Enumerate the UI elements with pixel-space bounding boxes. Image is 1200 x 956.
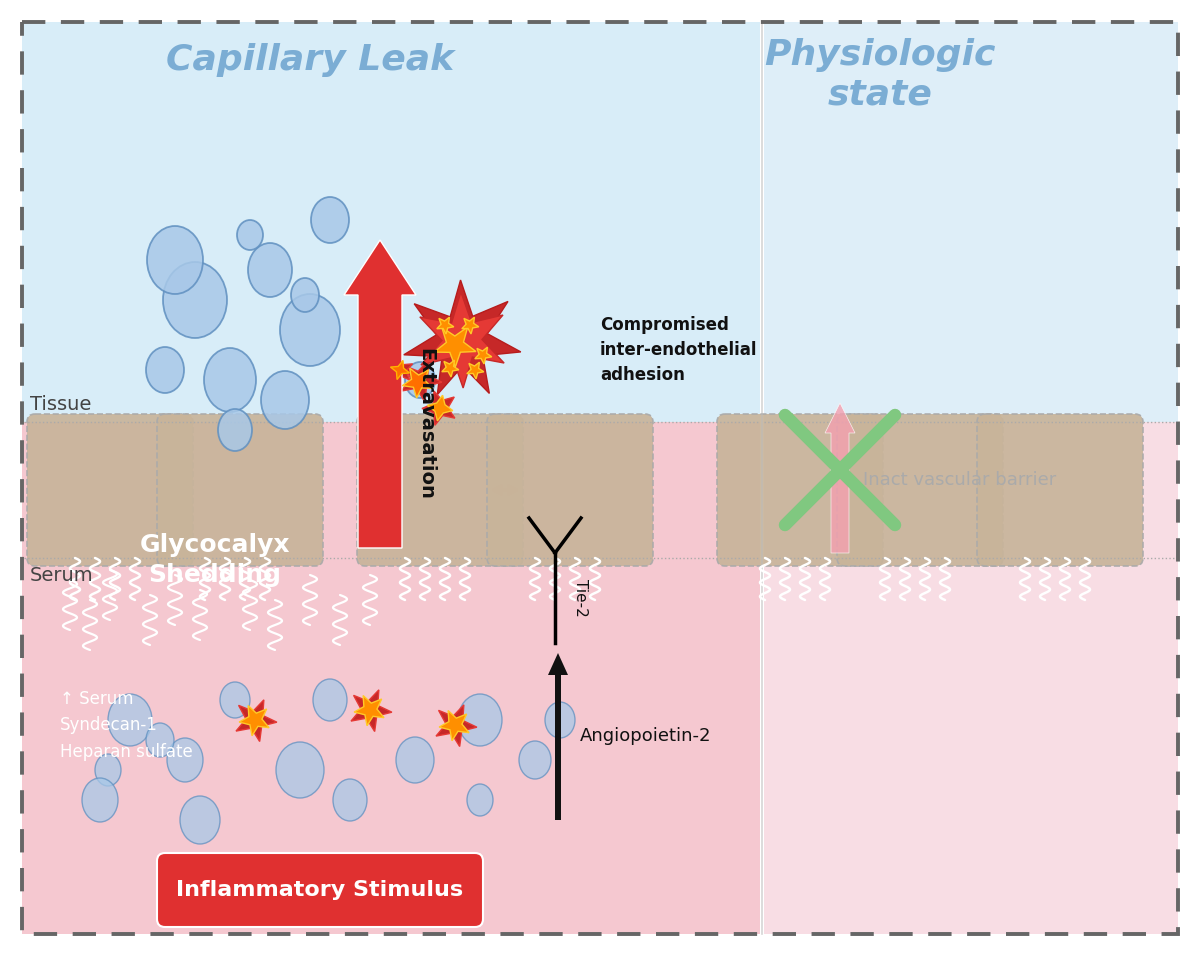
Ellipse shape (167, 738, 203, 782)
Ellipse shape (406, 362, 436, 398)
Polygon shape (436, 705, 476, 747)
FancyBboxPatch shape (157, 853, 482, 927)
Polygon shape (390, 360, 409, 380)
Ellipse shape (292, 278, 319, 312)
Ellipse shape (311, 197, 349, 243)
FancyBboxPatch shape (764, 22, 1178, 422)
Polygon shape (427, 395, 452, 421)
Ellipse shape (146, 347, 184, 393)
FancyArrow shape (344, 240, 416, 548)
Polygon shape (402, 368, 433, 398)
Ellipse shape (204, 348, 256, 412)
Ellipse shape (262, 371, 310, 429)
Ellipse shape (248, 243, 292, 297)
FancyBboxPatch shape (358, 414, 523, 566)
Text: Compromised
inter-endothelial
adhesion: Compromised inter-endothelial adhesion (600, 316, 757, 384)
Polygon shape (434, 327, 476, 367)
FancyBboxPatch shape (22, 422, 760, 558)
Ellipse shape (220, 682, 250, 718)
Ellipse shape (238, 220, 263, 250)
Polygon shape (467, 362, 484, 379)
Ellipse shape (108, 694, 152, 746)
Ellipse shape (146, 723, 174, 757)
Ellipse shape (313, 679, 347, 721)
Ellipse shape (95, 754, 121, 786)
Polygon shape (442, 360, 458, 377)
Text: Tie-2: Tie-2 (574, 579, 588, 617)
FancyBboxPatch shape (718, 414, 883, 566)
Polygon shape (404, 280, 521, 395)
Polygon shape (462, 317, 479, 334)
Polygon shape (422, 391, 455, 425)
Text: Capillary Leak: Capillary Leak (166, 43, 454, 77)
Polygon shape (439, 710, 469, 741)
Ellipse shape (163, 262, 227, 338)
Ellipse shape (334, 779, 367, 821)
FancyArrow shape (826, 403, 854, 553)
Polygon shape (401, 359, 442, 402)
Ellipse shape (467, 784, 493, 816)
Ellipse shape (520, 741, 551, 779)
FancyBboxPatch shape (157, 414, 323, 566)
Text: Inflammatory Stimulus: Inflammatory Stimulus (176, 880, 463, 900)
Ellipse shape (148, 226, 203, 294)
FancyBboxPatch shape (22, 22, 760, 422)
Polygon shape (354, 696, 384, 726)
Polygon shape (475, 347, 492, 364)
FancyBboxPatch shape (487, 414, 653, 566)
FancyBboxPatch shape (28, 414, 193, 566)
Ellipse shape (396, 737, 434, 783)
Text: Physiologic
state: Physiologic state (764, 38, 996, 112)
Text: Inact vascular barrier: Inact vascular barrier (863, 471, 1057, 489)
FancyBboxPatch shape (977, 414, 1142, 566)
FancyBboxPatch shape (22, 558, 760, 934)
Ellipse shape (180, 796, 220, 844)
Ellipse shape (280, 294, 340, 366)
FancyBboxPatch shape (838, 414, 1003, 566)
Ellipse shape (545, 702, 575, 738)
Ellipse shape (276, 742, 324, 798)
Polygon shape (239, 706, 269, 736)
Polygon shape (420, 292, 504, 388)
Text: Serum: Serum (30, 566, 94, 585)
Ellipse shape (458, 694, 502, 746)
FancyBboxPatch shape (764, 422, 1178, 558)
Polygon shape (236, 700, 277, 742)
Text: Extravasation: Extravasation (416, 348, 436, 500)
Text: Angiopoietin-2: Angiopoietin-2 (580, 727, 712, 745)
Text: Glycocalyx
Shedding: Glycocalyx Shedding (139, 533, 290, 587)
Polygon shape (437, 317, 454, 334)
Polygon shape (386, 357, 413, 382)
Text: ↑ Serum
Syndecan-1
Heparan sulfate: ↑ Serum Syndecan-1 Heparan sulfate (60, 690, 193, 761)
Ellipse shape (82, 778, 118, 822)
Text: Tissue: Tissue (30, 395, 91, 414)
FancyArrow shape (548, 653, 568, 820)
Ellipse shape (218, 409, 252, 451)
FancyBboxPatch shape (764, 558, 1178, 934)
Polygon shape (350, 690, 392, 731)
